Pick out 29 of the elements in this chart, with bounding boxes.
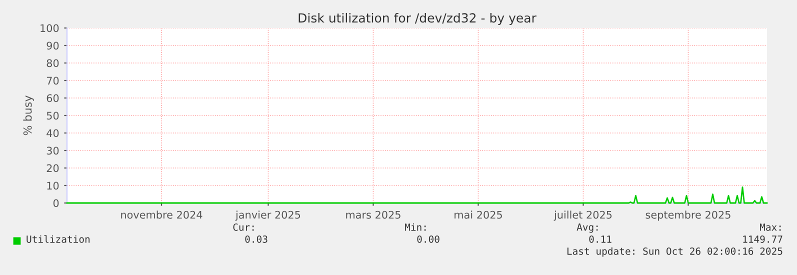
text: 0.03 — [245, 235, 268, 243]
x-tick-label: mars 2025 — [346, 210, 400, 219]
y-tick-label: 70 — [46, 76, 59, 85]
y-tick-label: 50 — [46, 112, 59, 120]
x-tick-label: mai 2025 — [454, 210, 502, 219]
y-tick-label: 10 — [47, 182, 59, 190]
y-tick-label: 80 — [46, 59, 59, 68]
y-tick-label: 100 — [40, 24, 59, 32]
text: 0.00 — [417, 235, 440, 243]
x-tick-label: janvier 2025 — [235, 210, 300, 221]
legend-label: Utilization — [26, 235, 90, 243]
text: Avg: — [576, 224, 598, 233]
text: Max: — [760, 224, 781, 231]
text: Min: — [404, 223, 426, 231]
x-tick-label: septembre 2025 — [646, 210, 730, 221]
text: 0.11 — [589, 235, 612, 243]
x-tick-label: juillet 2025 — [554, 210, 612, 221]
y-tick-label: 0 — [53, 199, 59, 208]
text: 1149.77 — [743, 235, 782, 243]
chart-title: Disk utilization for /dev/zd32 - by year — [298, 12, 536, 26]
x-tick-label: novembre 2024 — [121, 210, 202, 219]
y-tick-label: 60 — [46, 94, 59, 102]
y-tick-label: 90 — [46, 42, 59, 50]
text: Last update: Sun Oct 26 02:00:16 2025 — [567, 247, 782, 257]
y-tick-label: 40 — [46, 129, 59, 138]
text: Cur: — [233, 223, 254, 231]
y-tick-label: 30 — [46, 146, 59, 155]
y-tick-label: 20 — [46, 164, 59, 172]
y-axis-title: % busy — [23, 96, 34, 136]
